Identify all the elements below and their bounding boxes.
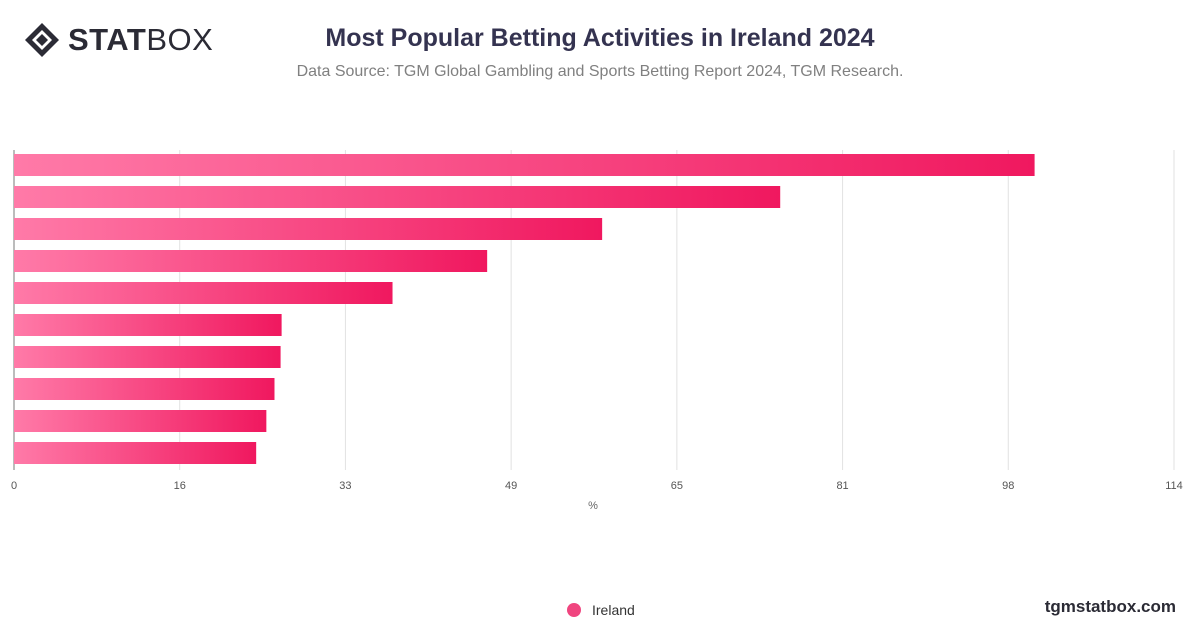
x-axis-label: % xyxy=(588,500,598,512)
x-tick-label: 114 xyxy=(1165,480,1183,492)
website-label: tgmstatbox.com xyxy=(1044,597,1176,616)
legend-marker-ireland xyxy=(567,603,581,617)
x-tick-label: 16 xyxy=(174,480,186,492)
x-tick-label: 49 xyxy=(505,480,517,492)
chart-subtitle: Data Source: TGM Global Gambling and Spo… xyxy=(296,63,904,80)
legend-label-ireland: Ireland xyxy=(592,602,635,618)
bar[interactable] xyxy=(14,346,281,368)
x-tick-label: 98 xyxy=(1002,480,1014,492)
bar[interactable] xyxy=(14,154,1035,176)
bar[interactable] xyxy=(14,250,488,272)
bar[interactable] xyxy=(14,186,781,208)
bar[interactable] xyxy=(14,282,393,304)
logo-bold-text: STAT xyxy=(68,22,147,57)
x-tick-label: 81 xyxy=(836,480,848,492)
bar[interactable] xyxy=(14,314,282,336)
bar[interactable] xyxy=(14,410,267,432)
legend[interactable]: Ireland xyxy=(567,602,635,618)
x-tick-label: 33 xyxy=(339,480,351,492)
chart-title: Most Popular Betting Activities in Irela… xyxy=(325,24,875,52)
diamond-logo-icon xyxy=(25,23,59,57)
logo-wordmark: STATBOX xyxy=(68,22,213,58)
statbox-logo: STATBOX xyxy=(24,22,213,58)
bar-chart: 0 16 33 49 65 81 98 114 % xyxy=(11,150,1183,512)
bar[interactable] xyxy=(14,442,257,464)
bars xyxy=(14,154,1035,464)
logo-light-text: BOX xyxy=(146,22,214,57)
bar[interactable] xyxy=(14,218,603,240)
x-tick-label: 65 xyxy=(671,480,683,492)
bar[interactable] xyxy=(14,378,275,400)
x-tick-label: 0 xyxy=(11,480,17,492)
x-axis-ticks: 0 16 33 49 65 81 98 114 xyxy=(11,480,1183,492)
